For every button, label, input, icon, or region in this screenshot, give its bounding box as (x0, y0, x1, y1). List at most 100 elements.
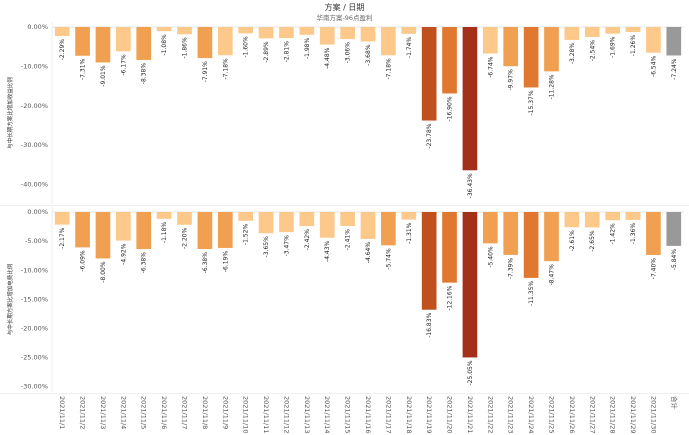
bar-2021-11-11[interactable] (258, 27, 274, 39)
bar-value-label: -8.47% (548, 264, 555, 286)
bar-2021-11-7[interactable] (177, 27, 192, 35)
bar-2021-11-6[interactable] (156, 212, 172, 219)
bar-2021-11-16[interactable] (360, 27, 376, 42)
bar-value-label: -2.17% (59, 227, 66, 249)
bar-2021-11-23[interactable] (503, 212, 519, 255)
bar-2021-11-9[interactable] (217, 212, 233, 248)
bar-2021-11-13[interactable] (299, 27, 315, 35)
bar-value-label: -1.42% (610, 223, 617, 245)
bar-value-label: -25.05% (467, 360, 474, 385)
y-tick-label: -5.00% (25, 237, 48, 245)
bar-2021-11-30[interactable] (646, 212, 661, 255)
bar-value-label: -4.48% (324, 47, 331, 69)
bar-2021-11-17[interactable] (381, 212, 396, 246)
y-tick-label: -10.00% (21, 63, 48, 71)
bar-2021-11-29[interactable] (625, 27, 641, 32)
bar-value-label: -1.31% (406, 222, 413, 244)
bar-value-label: -36.43% (467, 173, 474, 198)
bar-2021-11-8[interactable] (197, 212, 213, 250)
x-tick-label: 2021/11/3 (99, 396, 107, 429)
bar-value-label: -2.81% (283, 41, 290, 63)
bar-value-label: -2.20% (182, 227, 189, 249)
bar-2021-11-10[interactable] (238, 212, 254, 221)
y-tick-label: 0.00% (27, 23, 48, 31)
bar-2021-11-6[interactable] (156, 27, 172, 32)
bar-2021-11-1[interactable] (54, 212, 70, 225)
bar-2021-11-14[interactable] (319, 212, 335, 238)
bar-2021-11-20[interactable] (442, 27, 457, 94)
bar-2021-11-12[interactable] (279, 27, 294, 39)
bar-2021-11-17[interactable] (381, 27, 396, 56)
bar-value-label: -3.68% (365, 44, 372, 66)
bar-value-label: -16.90% (447, 96, 454, 121)
bar-合计[interactable] (666, 212, 682, 246)
x-tick-label: 2021/11/25 (547, 396, 555, 433)
bar-2021-11-25[interactable] (544, 27, 559, 72)
bar-2021-11-3[interactable] (95, 212, 111, 259)
bar-2021-11-22[interactable] (482, 27, 498, 54)
bar-2021-11-15[interactable] (340, 27, 355, 40)
bar-value-label: -9.97% (508, 69, 515, 91)
bar-value-label: -5.74% (385, 248, 392, 270)
bar-2021-11-5[interactable] (136, 27, 152, 60)
bar-2021-11-12[interactable] (279, 212, 294, 233)
bar-value-label: -15.37% (528, 90, 535, 115)
bar-value-label: -1.08% (161, 34, 168, 56)
bar-2021-11-4[interactable] (116, 212, 131, 241)
bar-2021-11-18[interactable] (401, 212, 417, 220)
bar-2021-11-16[interactable] (360, 212, 376, 239)
x-tick-label: 2021/11/21 (466, 396, 474, 433)
bar-value-label: -2.42% (304, 229, 311, 251)
bar-2021-11-13[interactable] (299, 212, 315, 227)
bar-2021-11-19[interactable] (421, 212, 437, 310)
bar-2021-11-24[interactable] (523, 212, 539, 278)
bar-2021-11-8[interactable] (197, 27, 213, 59)
x-tick-label: 2021/11/12 (282, 396, 290, 433)
x-tick-label: 2021/11/6 (160, 396, 168, 429)
bar-2021-11-27[interactable] (584, 27, 600, 37)
y-tick-label: -30.00% (21, 382, 48, 390)
bar-2021-11-3[interactable] (95, 27, 111, 63)
bar-2021-11-22[interactable] (482, 212, 498, 244)
bar-value-label: -7.31% (80, 58, 87, 80)
bar-2021-11-28[interactable] (605, 212, 620, 221)
bar-2021-11-2[interactable] (75, 212, 90, 248)
bar-2021-11-2[interactable] (75, 27, 90, 56)
bar-value-label: -1.52% (243, 224, 250, 246)
bar-2021-11-30[interactable] (646, 27, 661, 53)
bar-2021-11-19[interactable] (421, 27, 437, 121)
bar-value-label: -7.40% (650, 258, 657, 280)
bar-value-label: -6.38% (141, 252, 148, 274)
bar-2021-11-24[interactable] (523, 27, 539, 88)
bar-2021-11-10[interactable] (238, 27, 254, 34)
bar-2021-11-15[interactable] (340, 212, 355, 226)
bar-2021-11-1[interactable] (54, 27, 70, 37)
x-tick-label: 2021/11/20 (446, 396, 454, 433)
x-axis: 2021/11/1 2021/11/2 2021/11/3 2021/11/4 2021… (58, 396, 679, 433)
bar-2021-11-21[interactable] (462, 27, 478, 171)
bar-2021-11-27[interactable] (584, 212, 600, 228)
bar-2021-11-26[interactable] (564, 27, 580, 40)
x-tick-label: 2021/11/16 (364, 396, 372, 433)
bar-value-label: -6.17% (120, 54, 127, 76)
x-tick-label: 2021/11/11 (262, 396, 270, 433)
bar-2021-11-28[interactable] (605, 27, 620, 34)
bar-2021-11-26[interactable] (564, 212, 580, 228)
bar-2021-11-9[interactable] (217, 27, 233, 56)
bar-2021-11-4[interactable] (116, 27, 131, 52)
bar-2021-11-5[interactable] (136, 212, 152, 250)
bar-2021-11-11[interactable] (258, 212, 274, 234)
bar-2021-11-23[interactable] (503, 27, 519, 67)
bar-2021-11-18[interactable] (401, 27, 417, 34)
bar-value-label: -7.18% (385, 58, 392, 80)
bar-2021-11-20[interactable] (442, 212, 457, 283)
panel-2: 0.00% -5.00% -10.00% -15.00% -20.00% -25.00% -… (0, 207, 689, 394)
bar-合计[interactable] (666, 27, 682, 56)
bar-2021-11-7[interactable] (177, 212, 192, 225)
bar-2021-11-14[interactable] (319, 27, 335, 45)
bar-2021-11-21[interactable] (462, 212, 478, 358)
bar-2021-11-25[interactable] (544, 212, 559, 262)
bar-2021-11-29[interactable] (625, 212, 641, 220)
x-tick-label: 2021/11/18 (405, 396, 413, 433)
bar-value-label: -11.35% (528, 281, 535, 306)
